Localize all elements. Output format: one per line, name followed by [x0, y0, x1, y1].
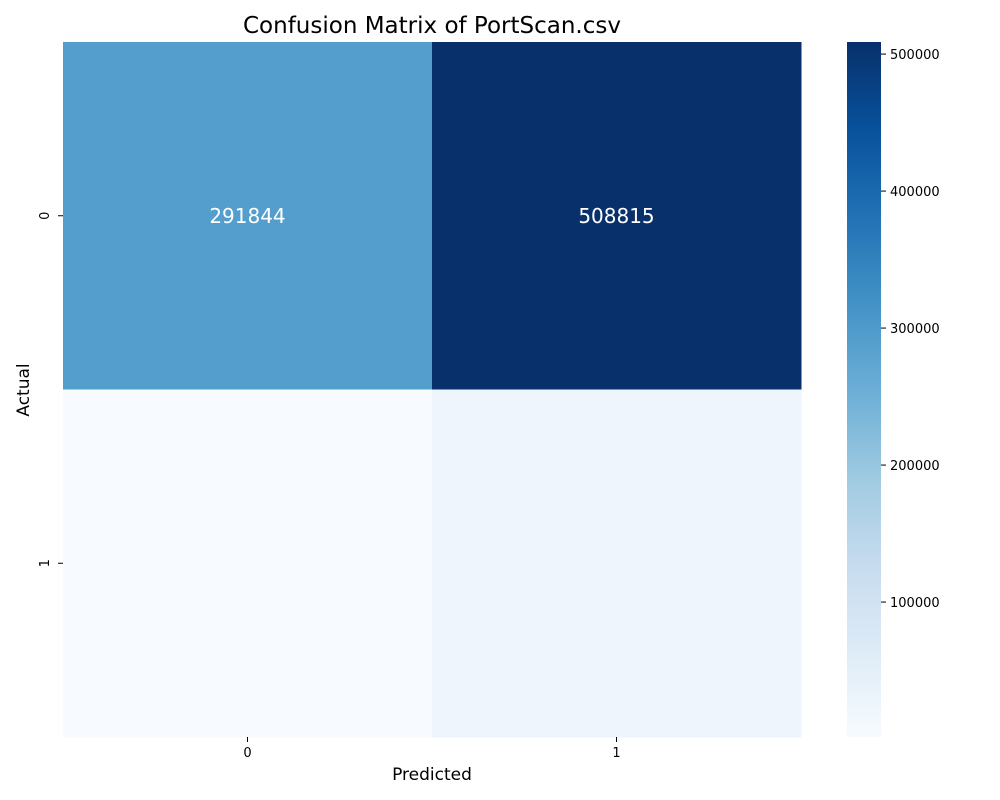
heatmap-cell-1-1	[432, 389, 802, 738]
y-tick-label-0: 0	[38, 212, 53, 220]
cell-value-label-0-1: 508815	[578, 204, 654, 228]
x-tick-label-0: 0	[243, 746, 251, 761]
y-tick-label-1: 1	[38, 559, 53, 567]
y-axis-ticks: 01	[38, 212, 63, 567]
heatmap-cells	[63, 42, 802, 738]
colorbar-tick-label-2: 300000	[890, 322, 940, 337]
colorbar-tick-label-0: 100000	[890, 596, 940, 611]
x-axis-label: Predicted	[392, 765, 472, 785]
colorbar	[847, 42, 881, 737]
chart-title: Confusion Matrix of PortScan.csv	[243, 13, 621, 39]
x-tick-label-1: 1	[612, 746, 620, 761]
colorbar-ticks: 100000 200000 300000 400000 500000	[881, 48, 940, 611]
heatmap-cell-0-0	[63, 42, 433, 390]
colorbar-tick-label-4: 500000	[890, 48, 940, 63]
y-axis-label: Actual	[14, 363, 34, 416]
heatmap-cell-0-1	[432, 42, 802, 390]
cell-value-label-0-0: 291844	[209, 204, 285, 228]
colorbar-tick-label-1: 200000	[890, 459, 940, 474]
colorbar-tick-label-3: 400000	[890, 185, 940, 200]
heatmap-cell-labels: 291844 508815	[209, 204, 654, 228]
heatmap-cell-1-0	[63, 389, 433, 738]
